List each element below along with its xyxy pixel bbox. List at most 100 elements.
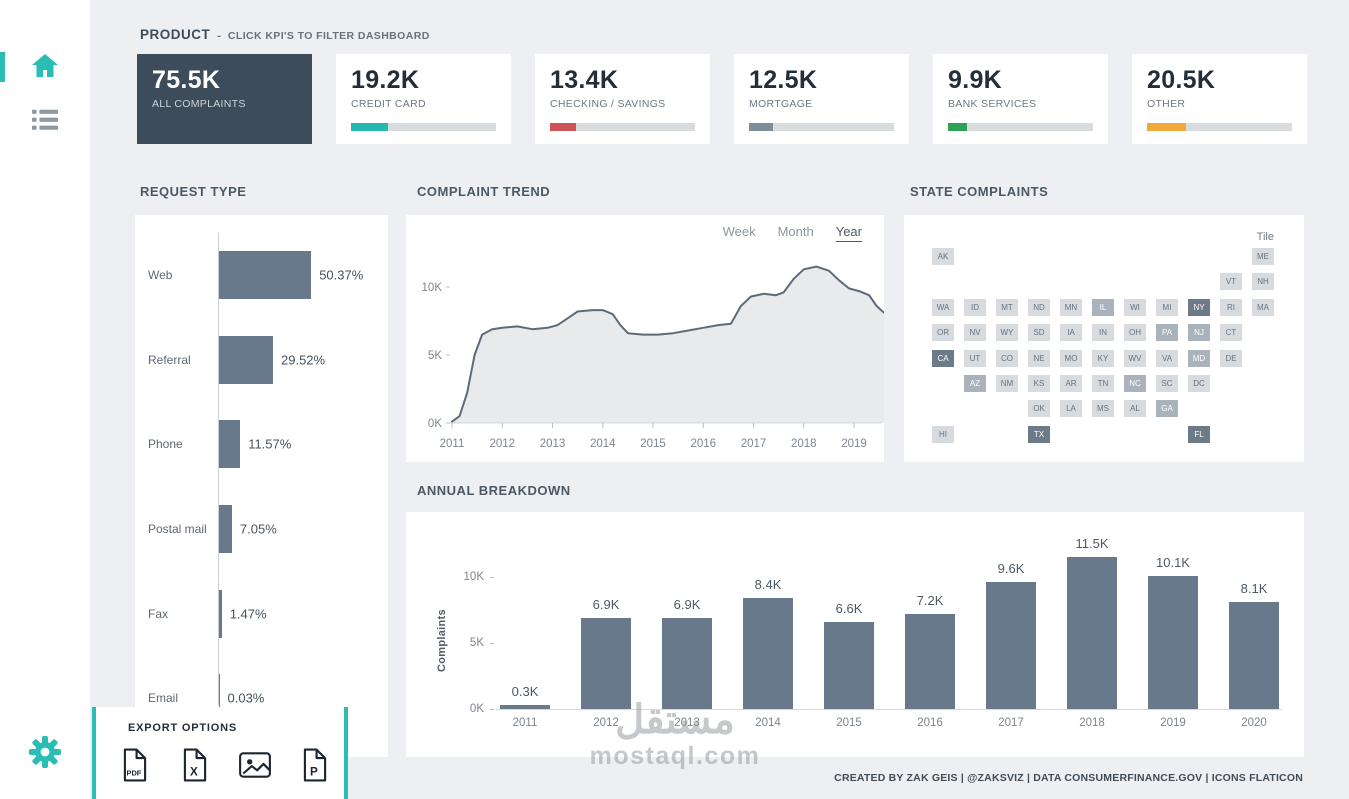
state-tile-md[interactable]: MD [1188,349,1210,367]
kpi-card-checking-savings[interactable]: 13.4K CHECKING / SAVINGS [535,54,710,144]
state-tile-ct[interactable]: CT [1220,324,1242,342]
state-tile-oh[interactable]: OH [1124,324,1146,342]
state-tile-az[interactable]: AZ [964,375,986,392]
state-tile-tx[interactable]: TX [1028,425,1050,443]
request-type-bar[interactable] [219,420,241,469]
state-tile-mo[interactable]: MO [1060,349,1082,367]
state-tile-sd[interactable]: SD [1028,324,1050,342]
annual-bar-2018[interactable] [1067,557,1117,709]
state-tile-hi[interactable]: HI [932,425,954,443]
state-tile-or[interactable]: OR [932,324,954,342]
trend-tab-month[interactable]: Month [777,224,814,239]
request-type-value: 7.05% [239,521,277,537]
annual-bar-2017[interactable] [986,582,1036,709]
state-tile-ia[interactable]: IA [1060,324,1082,342]
state-tile-ny[interactable]: NY [1188,298,1210,316]
request-type-bar[interactable] [219,589,222,638]
state-tile-tn[interactable]: TN [1092,375,1114,392]
state-tile-dc[interactable]: DC [1188,375,1210,392]
trend-tab-week[interactable]: Week [722,224,756,239]
state-tile-ri[interactable]: RI [1220,298,1242,316]
kpi-card-other[interactable]: 20.5K OTHER [1132,54,1307,144]
request-type-bar[interactable] [219,335,273,384]
state-tile-ky[interactable]: KY [1092,349,1114,367]
export-excel-icon[interactable]: X [178,745,212,785]
state-tile-wa[interactable]: WA [932,298,954,316]
export-image-icon[interactable] [238,745,272,785]
kpi-value: 19.2K [351,66,420,94]
state-tile-ut[interactable]: UT [964,349,986,367]
request-type-row: Postal mail 7.05% [135,487,388,572]
home-nav-button[interactable] [0,52,90,85]
annual-breakdown-panel: Complaints 0K 5K 10K 0.3K 2011 6.9K 2012 6.9K 20… [406,512,1304,757]
state-tile-nc[interactable]: NC [1124,375,1146,392]
complaint-trend-chart[interactable]: 2011 2012 2013 2014 2015 2016 2017 2018 2019 0K 5K… [406,215,886,462]
state-tile-ga[interactable]: GA [1156,400,1178,418]
state-tile-fl[interactable]: FL [1188,425,1210,443]
kpi-card-bank-services[interactable]: 9.9K BANK SERVICES [933,54,1108,144]
state-tile-ma[interactable]: MA [1252,298,1274,316]
request-type-bar[interactable] [219,251,312,300]
state-tile-nh[interactable]: NH [1252,273,1274,291]
export-powerpoint-icon[interactable]: P [298,745,332,785]
state-tile-mi[interactable]: MI [1156,298,1178,316]
annual-bar-2020[interactable] [1229,602,1279,709]
state-tile-nv[interactable]: NV [964,324,986,342]
request-type-bar[interactable] [219,505,232,554]
annual-bar-2013[interactable] [662,617,712,709]
svg-text:0K: 0K [428,418,442,430]
annual-bar-2012[interactable] [581,617,631,709]
annual-x-label: 2017 [998,717,1024,729]
state-tile-mt[interactable]: MT [996,298,1018,316]
state-tile-wi[interactable]: WI [1124,298,1146,316]
list-nav-button[interactable] [0,108,90,137]
state-tile-wy[interactable]: WY [996,324,1018,342]
svg-text:2011: 2011 [440,438,465,450]
settings-button[interactable] [0,735,90,774]
state-tile-sc[interactable]: SC [1156,375,1178,392]
trend-tab-year[interactable]: Year [835,224,862,242]
export-pdf-icon[interactable]: PDF [118,745,152,785]
state-tile-mn[interactable]: MN [1060,298,1082,316]
annual-bar-value: 11.5K [1075,536,1109,552]
state-tile-ms[interactable]: MS [1092,400,1114,418]
state-tile-il[interactable]: IL [1092,298,1114,316]
state-tile-wv[interactable]: WV [1124,349,1146,367]
state-tile-ar[interactable]: AR [1060,375,1082,392]
svg-text:2012: 2012 [490,438,516,450]
kpi-card-mortgage[interactable]: 12.5K MORTGAGE [734,54,909,144]
state-tile-co[interactable]: CO [996,349,1018,367]
state-tile-al[interactable]: AL [1124,400,1146,418]
annual-x-label: 2020 [1241,717,1267,729]
annual-bar-2014[interactable] [743,598,793,709]
state-tile-nd[interactable]: ND [1028,298,1050,316]
kpi-card-credit-card[interactable]: 19.2K CREDIT CARD [336,54,511,144]
state-tile-in[interactable]: IN [1092,324,1114,342]
annual-bar-2019[interactable] [1148,575,1198,709]
state-tile-de[interactable]: DE [1220,349,1242,367]
state-tile-vt[interactable]: VT [1220,273,1242,291]
request-type-bar[interactable] [219,674,220,723]
kpi-value: 13.4K [550,66,619,94]
kpi-label: ALL COMPLAINTS [152,98,246,110]
state-tile-ak[interactable]: AK [932,248,954,265]
state-tile-me[interactable]: ME [1252,248,1274,265]
state-tile-la[interactable]: LA [1060,400,1082,418]
state-tile-ks[interactable]: KS [1028,375,1050,392]
state-tile-ok[interactable]: OK [1028,400,1050,418]
state-tile-nm[interactable]: NM [996,375,1018,392]
kpi-progress-fill [948,123,967,131]
annual-bar-value: 6.6K [835,600,863,616]
state-tile-va[interactable]: VA [1156,349,1178,367]
state-tile-ne[interactable]: NE [1028,349,1050,367]
annual-bar-2016[interactable] [905,613,955,709]
state-tile-pa[interactable]: PA [1156,324,1178,342]
state-tile-nj[interactable]: NJ [1188,324,1210,342]
annual-bar-2015[interactable] [824,621,874,709]
state-tile-ca[interactable]: CA [932,349,954,367]
state-tile-id[interactable]: ID [964,298,986,316]
request-type-value: 50.37% [319,267,364,283]
annual-bar-2011[interactable] [500,705,550,709]
kpi-progress-track [1147,123,1292,131]
kpi-card-all-complaints[interactable]: 75.5K ALL COMPLAINTS [137,54,312,144]
